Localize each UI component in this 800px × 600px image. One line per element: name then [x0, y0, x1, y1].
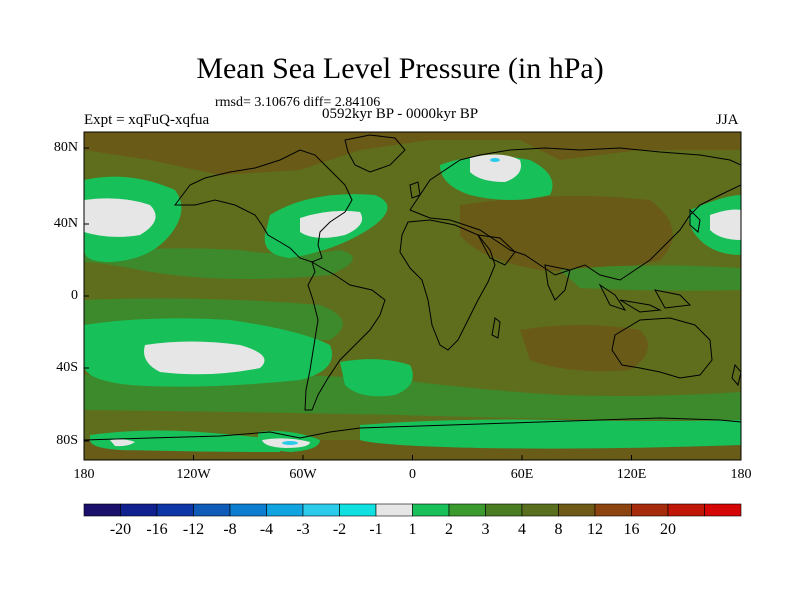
- experiment-label: Expt = xqFuQ-xqfua: [84, 112, 210, 128]
- colorbar-swatch: [631, 503, 669, 517]
- colorbar-label: -3: [296, 521, 310, 538]
- colorbar-swatch: [375, 503, 413, 517]
- colorbar-swatch: [594, 503, 632, 517]
- colorbar-swatch: [156, 503, 194, 517]
- colorbar-label: -12: [182, 521, 205, 538]
- colorbar-label: 2: [445, 521, 453, 538]
- colorbar-swatch: [83, 503, 121, 517]
- colorbar-label: 8: [554, 521, 563, 538]
- colorbar-swatch: [266, 503, 304, 517]
- map-field: [84, 132, 741, 460]
- colorbar-swatch: [485, 503, 523, 517]
- near-zero-regions: [84, 154, 741, 448]
- colorbar-label: -16: [146, 521, 168, 538]
- colorbar-swatch: [193, 503, 231, 517]
- lon-label: 60E: [510, 467, 534, 482]
- colorbar-label: 3: [481, 521, 490, 538]
- small-negative-spots: [282, 158, 500, 445]
- chart-title: Mean Sea Level Pressure (in hPa): [196, 52, 604, 85]
- lat-label: 0: [71, 288, 78, 303]
- lat-label: 80N: [53, 140, 78, 155]
- axis-ticks: [83, 147, 742, 460]
- colorbar-label: 1: [408, 521, 417, 538]
- coastlines: [84, 134, 741, 460]
- lon-label: 0: [409, 467, 416, 482]
- colorbar-swatch: [704, 503, 742, 517]
- lon-label: 60W: [289, 467, 317, 482]
- colorbar-swatch: [120, 503, 158, 517]
- stats-text: rmsd= 3.10676 diff= 2.84106: [215, 95, 381, 110]
- colorbar-swatch: [412, 503, 450, 517]
- colorbar: [83, 503, 742, 517]
- colorbar-label: -4: [259, 521, 274, 538]
- lon-label: 120E: [616, 467, 647, 482]
- lon-label: 180: [73, 467, 95, 482]
- lat-label: 80S: [56, 433, 78, 448]
- colorbar-label: -20: [109, 521, 132, 538]
- lat-label: 40N: [53, 216, 78, 231]
- colorbar-label: 16: [623, 521, 640, 538]
- period-label: 0592kyr BP - 0000kyr BP: [322, 106, 479, 122]
- colorbar-swatch: [448, 503, 486, 517]
- colorbar-label: -2: [332, 521, 347, 538]
- colorbar-swatch: [339, 503, 377, 517]
- colorbar-swatch: [667, 503, 705, 517]
- colorbar-label: -8: [223, 521, 237, 538]
- colorbar-swatch: [558, 503, 596, 517]
- colorbar-label: 12: [587, 521, 603, 538]
- colorbar-label: 4: [518, 521, 526, 538]
- colorbar-label: -1: [369, 521, 383, 538]
- colorbar-label: 20: [660, 521, 676, 538]
- colorbar-swatch: [521, 503, 559, 517]
- lon-label: 180: [730, 467, 752, 482]
- colorbar-swatch: [302, 503, 340, 517]
- lat-label: 40S: [56, 360, 78, 375]
- lon-label: 120W: [176, 467, 211, 482]
- colorbar-swatch: [229, 503, 267, 517]
- season-label: JJA: [716, 112, 739, 128]
